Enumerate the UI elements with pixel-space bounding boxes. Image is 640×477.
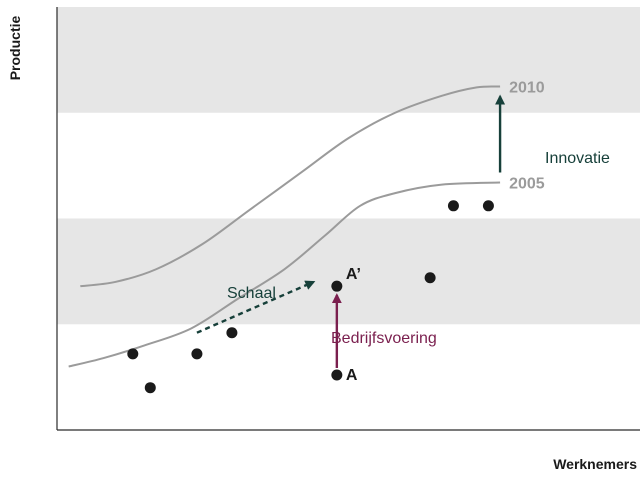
data-point-8	[482, 200, 494, 212]
data-point-2	[191, 348, 203, 360]
data-point-4	[331, 369, 343, 381]
schaal-label: Schaal	[227, 285, 276, 302]
curve-label-2010: 2010	[509, 80, 545, 97]
background-bands	[57, 7, 640, 325]
band-0	[57, 7, 640, 113]
curve-2010	[80, 85, 501, 288]
data-point-3	[226, 327, 238, 339]
schaal-arrow	[196, 280, 316, 334]
arrows	[196, 94, 506, 369]
curve-label-2005: 2005	[509, 176, 545, 193]
data-point-7	[447, 200, 459, 212]
x-axis-label: Werknemers	[553, 456, 637, 472]
band-1	[57, 218, 640, 325]
point-label-A’: A’	[346, 266, 361, 283]
point-label-A: A	[346, 367, 358, 384]
bedrijfsvoering-label: Bedrijfsvoering	[331, 330, 437, 347]
data-point-0	[127, 348, 139, 360]
data-point-6	[424, 272, 436, 284]
innovatie-label: Innovatie	[545, 150, 610, 167]
data-point-5	[331, 280, 343, 292]
data-point-1	[144, 382, 156, 394]
data-points: A A’	[127, 200, 494, 394]
y-axis-label: Productie	[7, 16, 23, 81]
